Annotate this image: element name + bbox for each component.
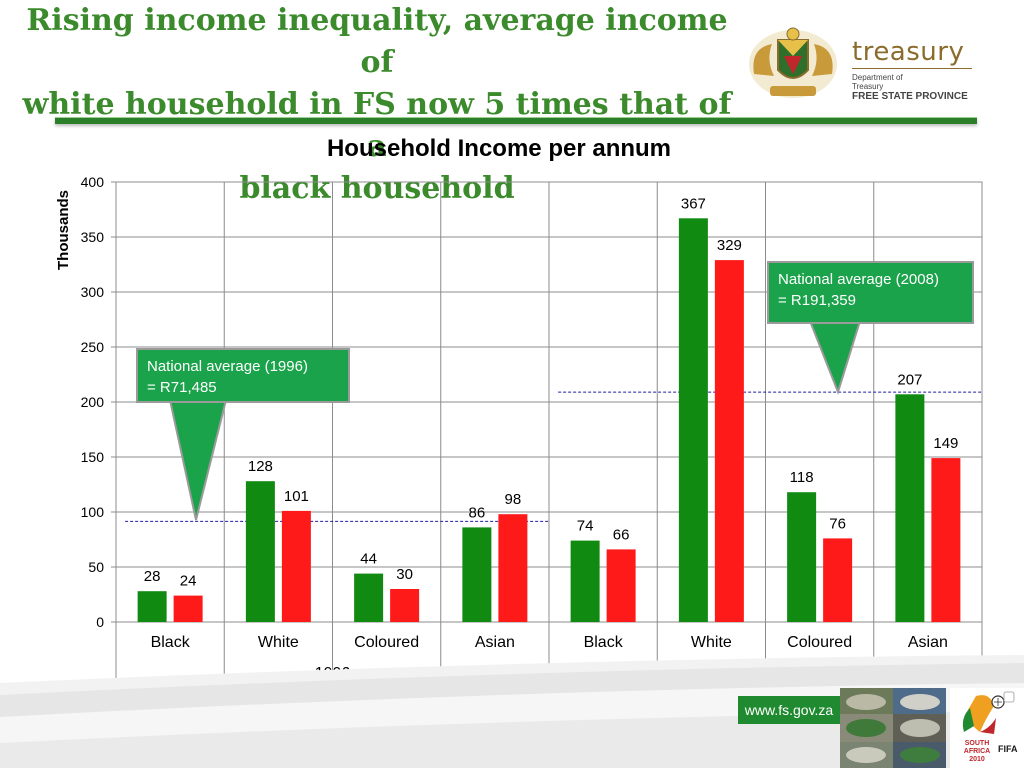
callout-text: = R191,359 [778,292,856,309]
data-label: 149 [933,435,958,452]
y-tick-label: 0 [96,614,104,630]
slide-title-line-1: Rising income inequality, average income… [26,3,728,80]
x-tick-label: White [691,634,732,651]
slide-title: Rising income inequality, average income… [20,0,734,210]
callout-text: National average (2008) [778,271,939,288]
bar [137,591,167,622]
treasury-logo-sub-1: Department of [852,73,903,82]
bar [714,260,744,622]
callout-text: = R71,485 [147,379,217,396]
data-label: 24 [180,573,197,590]
data-label: 28 [144,568,161,585]
callout-text: National average (1996) [147,358,308,375]
household-income-chart: Household Income per annum Thousands 0 50 10… [55,135,983,690]
y-tick-label: 350 [81,229,105,245]
bar [245,481,275,622]
data-label: 118 [790,469,814,486]
data-label: 101 [284,488,309,505]
chart-title: Household Income per annum [327,135,671,162]
slide-title-line-3: black household [239,171,515,206]
y-tick-label: 250 [81,339,105,355]
data-label: 44 [360,551,377,568]
title-divider [55,117,977,124]
treasury-logo-sub-2: Treasury [852,82,884,91]
data-label: 98 [505,491,522,508]
x-tick-label: Black [584,634,624,651]
bar [173,595,203,622]
data-label: 128 [248,458,273,475]
treasury-logo-province: FREE STATE PROVINCE [852,91,968,102]
x-tick-label: Asian [908,634,948,651]
callout-pointer [808,320,862,396]
bar [498,514,528,622]
slide-title-line-2: white household in FS now 5 times that o… [22,87,732,164]
data-label: 66 [613,526,630,543]
bar [281,510,311,622]
bar [895,394,925,622]
x-tick-label: Coloured [787,634,852,651]
bar [462,527,492,622]
y-tick-label: 300 [81,284,105,300]
x-tick-label: Black [151,634,191,651]
y-tick-label: 50 [88,559,104,575]
y-tick-label: 150 [81,449,105,465]
bar [354,573,384,622]
coat-of-arms-icon [749,27,837,98]
bar [823,538,853,622]
website-link[interactable]: www.fs.gov.za [738,696,840,724]
bar [678,218,708,623]
x-tick-label: Coloured [354,634,419,651]
world-cup-logo-text: SOUTH AFRICA 2010 [963,740,991,763]
data-label: 86 [469,504,486,521]
bar [787,492,817,622]
data-label: 329 [717,237,742,254]
data-label: 74 [577,518,594,535]
callout-pointer [168,399,228,521]
bar [931,458,961,622]
y-axis-label: Thousands [55,190,72,270]
y-tick-label: 200 [81,394,105,410]
callout-box [136,348,350,403]
treasury-logo-rule [852,68,972,69]
world-cup-2010-logo: SOUTH AFRICA 2010 FIFA [950,688,1024,768]
x-tick-label: White [258,634,299,651]
x-tick-label: Asian [475,634,515,651]
data-label: 367 [681,195,706,212]
data-label: 207 [897,371,922,388]
data-label: 30 [396,566,413,583]
bar [390,589,420,622]
y-tick-label: 400 [81,174,105,190]
treasury-logo: treasury Department of Treasury FREE STA… [852,38,972,103]
treasury-logo-name: treasury [852,37,965,67]
bar [570,540,600,622]
callout-box [767,261,974,324]
bar [606,549,636,622]
world-cup-emblem-icon [950,688,1024,768]
y-tick-label: 100 [81,504,105,520]
stadium-photos-icon [840,688,946,768]
fifa-wordmark: FIFA [998,744,1018,754]
data-label: 76 [829,515,846,532]
